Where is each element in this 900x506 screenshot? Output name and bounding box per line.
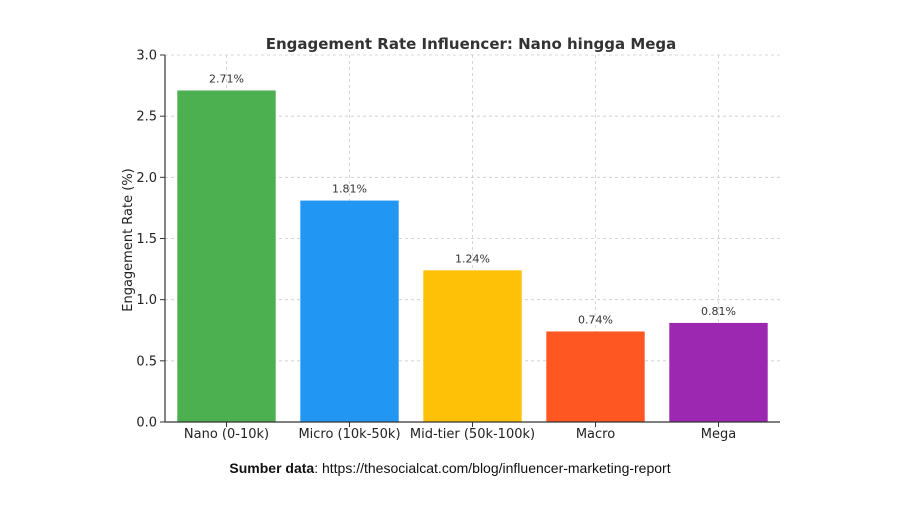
y-tick-label: 1.0 <box>136 293 157 308</box>
bar <box>300 200 399 422</box>
bar <box>423 270 522 422</box>
y-tick-label: 3.0 <box>136 49 157 64</box>
bar-value-labels: 2.71% 1.81% 1.24% 0.74% 0.81% <box>209 72 736 326</box>
bar-value-label: 0.81% <box>701 305 736 318</box>
source-note: Sumber data: https://thesocialcat.com/bl… <box>0 460 900 476</box>
source-url: https://thesocialcat.com/blog/influencer… <box>321 460 671 476</box>
bar <box>177 90 276 422</box>
source-separator: : <box>314 460 322 476</box>
x-tick-label: Macro <box>576 427 615 442</box>
x-tick-label: Nano (0-10k) <box>184 427 269 442</box>
y-tick-label: 2.5 <box>136 110 157 125</box>
axes <box>160 54 780 427</box>
x-tick-label: Mid-tier (50k-100k) <box>410 427 535 442</box>
bars <box>177 90 768 422</box>
bar <box>669 322 768 422</box>
bar-value-label: 0.74% <box>578 313 613 326</box>
y-tick-label: 0.5 <box>136 354 157 369</box>
bar <box>546 331 645 422</box>
bar-value-label: 1.24% <box>455 252 490 265</box>
y-tick-label: 2.0 <box>136 171 157 186</box>
bar-value-label: 1.81% <box>332 183 367 196</box>
y-axis-label: Engagement Rate (%) <box>121 168 136 312</box>
bar-value-label: 2.71% <box>209 72 244 85</box>
x-tick-label: Mega <box>701 427 736 442</box>
x-tick-label: Micro (10k-50k) <box>298 427 400 442</box>
y-tick-label: 0.0 <box>136 416 157 431</box>
tick-labels: 0.0 0.5 1.0 1.5 2.0 2.5 3.0 Nano (0-10k) Micro (… <box>136 49 736 443</box>
y-tick-label: 1.5 <box>136 232 157 247</box>
source-label: Sumber data <box>229 460 315 476</box>
chart-title: Engagement Rate Influencer: Nano hingga … <box>266 35 677 53</box>
